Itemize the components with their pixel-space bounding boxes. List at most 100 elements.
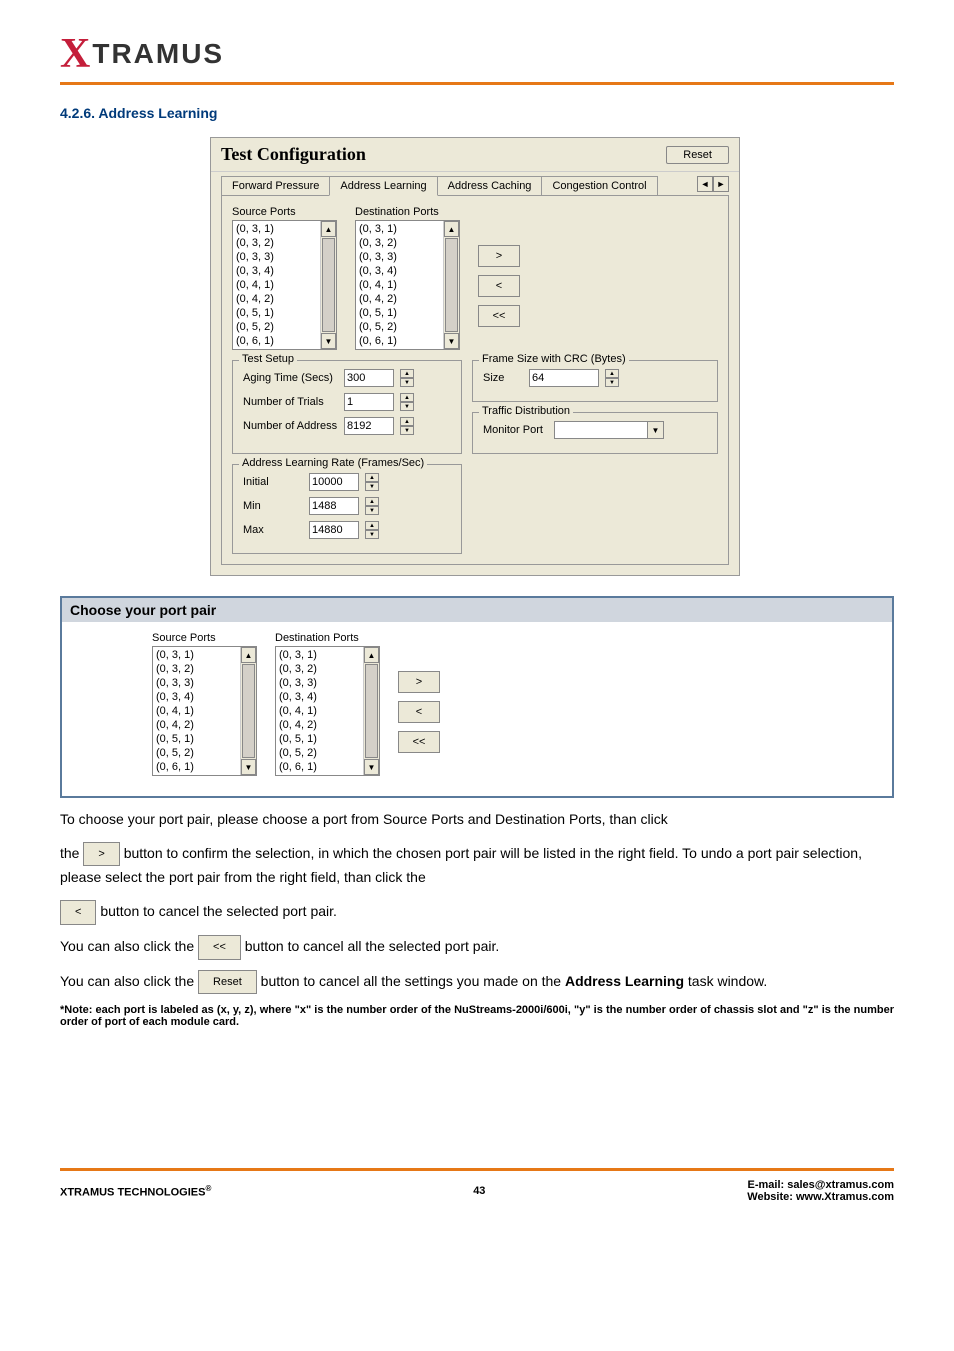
port-item[interactable]: (0, 3, 2) [359,236,456,250]
tab-congestion-control[interactable]: Congestion Control [541,176,657,195]
dest-ports-label: Destination Ports [355,206,460,218]
spin-up[interactable]: ▲ [400,417,414,426]
source-ports-list-2[interactable]: (0, 3, 1)(0, 3, 2)(0, 3, 3)(0, 3, 4)(0, … [152,646,257,776]
monitor-label: Monitor Port [483,424,548,436]
scroll-down-icon[interactable]: ▼ [321,333,336,349]
address-input[interactable] [344,417,394,435]
port-item[interactable]: (0, 3, 1) [156,648,253,662]
port-item[interactable]: (0, 5, 2) [156,746,253,760]
instruction-p5: You can also click the Reset button to c… [60,970,894,995]
port-item[interactable]: (0, 4, 1) [279,704,376,718]
test-setup-legend: Test Setup [239,353,297,365]
remove-all-button[interactable]: << [478,305,520,327]
port-item[interactable]: (0, 6, 1) [236,334,333,348]
port-item[interactable]: (0, 4, 2) [279,718,376,732]
port-item[interactable]: (0, 4, 2) [236,292,333,306]
port-item[interactable]: (0, 3, 4) [359,264,456,278]
add-pair-button-2[interactable]: > [398,671,440,693]
logo: X TRAMUS [60,30,894,78]
tab-panel: Source Ports (0, 3, 1)(0, 3, 2)(0, 3, 3)… [221,195,729,565]
dest-ports-list-2[interactable]: (0, 3, 1)(0, 3, 2)(0, 3, 3)(0, 3, 4)(0, … [275,646,380,776]
traffic-legend: Traffic Distribution [479,405,573,417]
aging-input[interactable] [344,369,394,387]
port-item[interactable]: (0, 5, 2) [236,320,333,334]
tab-scroll-right[interactable]: ► [713,176,729,192]
add-pair-button[interactable]: > [478,245,520,267]
spin-up[interactable]: ▲ [365,521,379,530]
port-item[interactable]: (0, 5, 1) [359,306,456,320]
scroll-up-icon[interactable]: ▲ [241,647,256,663]
port-item[interactable]: (0, 6, 1) [359,334,456,348]
spin-down[interactable]: ▼ [400,378,414,387]
spin-up[interactable]: ▲ [605,369,619,378]
port-item[interactable]: (0, 3, 3) [156,676,253,690]
spin-up[interactable]: ▲ [365,497,379,506]
port-item[interactable]: (0, 4, 1) [156,704,253,718]
port-item[interactable]: (0, 3, 1) [279,648,376,662]
port-item[interactable]: (0, 6, 1) [279,760,376,774]
tab-forward-pressure[interactable]: Forward Pressure [221,176,330,195]
port-item[interactable]: (0, 3, 1) [359,222,456,236]
port-item[interactable]: (0, 3, 4) [236,264,333,278]
footer: XTRAMUS TECHNOLOGIES® 43 E-mail: sales@x… [60,1168,894,1203]
tab-address-learning[interactable]: Address Learning [329,176,437,196]
scroll-up-icon[interactable]: ▲ [364,647,379,663]
trials-input[interactable] [344,393,394,411]
spin-down[interactable]: ▼ [400,402,414,411]
port-item[interactable]: (0, 3, 2) [279,662,376,676]
tab-scroll-left[interactable]: ◄ [697,176,713,192]
port-item[interactable]: (0, 4, 1) [359,278,456,292]
logo-text: TRAMUS [92,38,224,70]
source-ports-list[interactable]: (0, 3, 1)(0, 3, 2)(0, 3, 3)(0, 3, 4)(0, … [232,220,337,350]
spin-up[interactable]: ▲ [365,473,379,482]
port-item[interactable]: (0, 4, 1) [236,278,333,292]
spin-down[interactable]: ▼ [400,426,414,435]
scroll-thumb[interactable] [322,238,335,332]
monitor-dropdown[interactable]: ▼ [554,421,664,439]
spin-down[interactable]: ▼ [365,482,379,491]
port-item[interactable]: (0, 5, 2) [359,320,456,334]
scroll-up-icon[interactable]: ▲ [321,221,336,237]
scroll-thumb[interactable] [445,238,458,332]
port-item[interactable]: (0, 3, 1) [236,222,333,236]
port-item[interactable]: (0, 4, 2) [156,718,253,732]
port-item[interactable]: (0, 4, 2) [359,292,456,306]
scroll-thumb[interactable] [242,664,255,758]
port-item[interactable]: (0, 5, 1) [236,306,333,320]
port-item[interactable]: (0, 5, 2) [279,746,376,760]
scroll-up-icon[interactable]: ▲ [444,221,459,237]
port-item[interactable]: (0, 3, 4) [279,690,376,704]
spin-down[interactable]: ▼ [605,378,619,387]
spin-up[interactable]: ▲ [400,369,414,378]
scroll-down-icon[interactable]: ▼ [241,759,256,775]
remove-pair-button[interactable]: < [478,275,520,297]
port-item[interactable]: (0, 3, 2) [156,662,253,676]
scroll-down-icon[interactable]: ▼ [444,333,459,349]
port-item[interactable]: (0, 3, 3) [236,250,333,264]
min-input[interactable] [309,497,359,515]
initial-input[interactable] [309,473,359,491]
port-item[interactable]: (0, 3, 4) [156,690,253,704]
port-item[interactable]: (0, 3, 3) [279,676,376,690]
scroll-thumb[interactable] [365,664,378,758]
logo-x: X [60,30,90,78]
reset-button[interactable]: Reset [666,146,729,164]
port-item[interactable]: (0, 3, 3) [359,250,456,264]
scroll-down-icon[interactable]: ▼ [364,759,379,775]
remove-pair-button-2[interactable]: < [398,701,440,723]
section-title: 4.2.6. Address Learning [60,105,894,121]
spin-down[interactable]: ▼ [365,506,379,515]
dest-ports-list[interactable]: (0, 3, 1)(0, 3, 2)(0, 3, 3)(0, 3, 4)(0, … [355,220,460,350]
tab-address-caching[interactable]: Address Caching [437,176,543,195]
size-input[interactable] [529,369,599,387]
spin-down[interactable]: ▼ [365,530,379,539]
inline-add-button: > [83,842,119,867]
port-item[interactable]: (0, 5, 1) [156,732,253,746]
port-item[interactable]: (0, 5, 1) [279,732,376,746]
spin-up[interactable]: ▲ [400,393,414,402]
remove-all-button-2[interactable]: << [398,731,440,753]
max-input[interactable] [309,521,359,539]
port-item[interactable]: (0, 6, 1) [156,760,253,774]
port-item[interactable]: (0, 3, 2) [236,236,333,250]
header-divider [60,82,894,85]
